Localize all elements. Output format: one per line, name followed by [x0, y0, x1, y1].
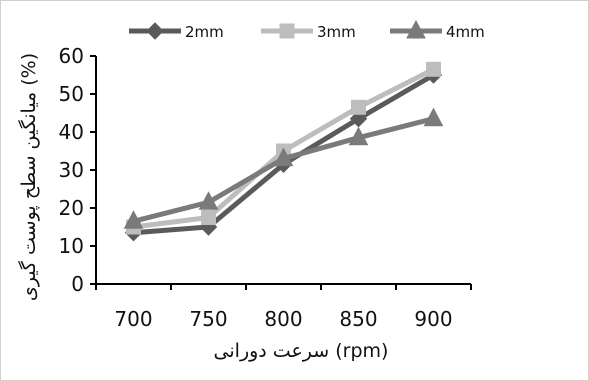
- series-4mm-marker-2: [273, 147, 294, 167]
- x-axis-title: سرعت دورانی (rpm): [214, 340, 389, 362]
- y-tick-label: 60: [59, 44, 84, 68]
- legend-item-3mm: 3mm: [261, 23, 356, 41]
- y-tick-label: 50: [59, 82, 84, 106]
- y-tick-label: 10: [59, 234, 84, 258]
- legend-label-2mm: 2mm: [185, 23, 224, 41]
- series-4mm-marker-3: [348, 126, 369, 146]
- x-tick-label: 750: [189, 307, 227, 331]
- legend-label-4mm: 4mm: [446, 23, 485, 41]
- y-ticks: 0 10 20 30 40 50 60: [59, 44, 96, 296]
- y-tick-label: 30: [59, 158, 84, 182]
- x-tick-label: 700: [114, 307, 152, 331]
- series-layer: [123, 61, 444, 242]
- y-tick-label: 40: [59, 120, 84, 144]
- series-4mm-marker-4: [423, 107, 444, 127]
- series-3mm-marker-1: [201, 210, 216, 225]
- x-tick-label: 850: [339, 307, 377, 331]
- legend-label-3mm: 3mm: [317, 23, 356, 41]
- legend-2mm-marker-0: [146, 22, 164, 40]
- x-ticks: 700 750 800 850 900: [95, 284, 472, 331]
- x-tick-label: 900: [414, 307, 452, 331]
- series-4mm-marker-0: [123, 210, 144, 229]
- y-tick-label: 0: [71, 272, 84, 296]
- series-4mm-marker-1: [198, 191, 219, 210]
- y-tick-label: 20: [59, 196, 84, 220]
- legend-3mm-marker-0: [279, 23, 295, 39]
- series-3mm-marker-4: [426, 61, 441, 77]
- series-4mm: [123, 107, 444, 229]
- series-3mm-marker-3: [351, 99, 366, 115]
- y-axis-title: میانگین سطح پوست گیری (%): [17, 53, 40, 301]
- x-tick-label: 800: [264, 307, 302, 331]
- legend-item-4mm: 4mm: [390, 19, 485, 41]
- legend-4mm-marker-0: [406, 19, 426, 39]
- legend: 2mm 3mm 4mm: [129, 19, 485, 41]
- legend-item-2mm: 2mm: [129, 22, 224, 41]
